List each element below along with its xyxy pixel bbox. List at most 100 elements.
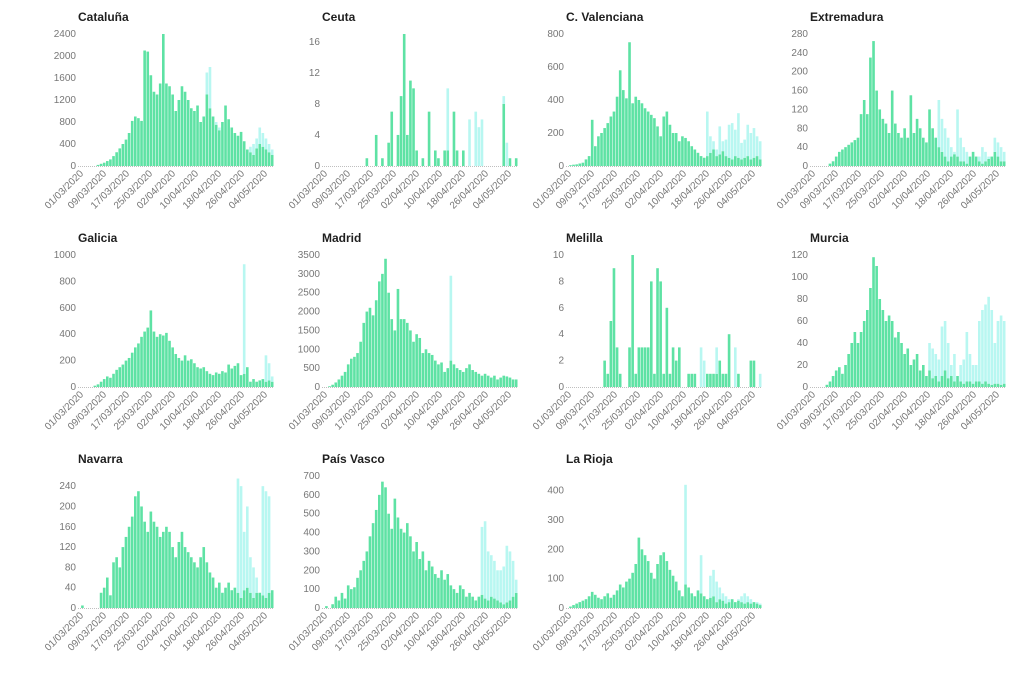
bar xyxy=(427,353,431,387)
bar xyxy=(665,111,669,166)
bar xyxy=(162,335,165,387)
bar xyxy=(118,367,122,387)
bar xyxy=(746,602,750,608)
bar xyxy=(340,375,344,387)
bar xyxy=(659,281,662,387)
bar xyxy=(381,273,384,387)
bar xyxy=(412,341,415,387)
bar xyxy=(418,558,422,608)
bar xyxy=(477,596,481,608)
bar-pending xyxy=(709,575,712,598)
y-tick-label: 200 xyxy=(59,501,76,512)
bar-pending xyxy=(712,569,715,597)
bar xyxy=(603,596,606,608)
bar xyxy=(183,547,187,608)
y-tick-label: 3500 xyxy=(298,250,321,261)
bar xyxy=(656,126,659,166)
bar xyxy=(974,156,978,166)
bar xyxy=(412,88,415,166)
bar-pending xyxy=(758,373,762,387)
bar xyxy=(743,603,746,608)
bar xyxy=(727,334,731,387)
bar xyxy=(331,384,334,387)
y-tick-label: 800 xyxy=(547,29,564,40)
bar xyxy=(752,360,756,387)
bar xyxy=(446,150,450,166)
bar xyxy=(646,111,650,166)
bar xyxy=(143,521,146,608)
bar xyxy=(987,383,990,387)
chart-panel-cataluna: Cataluña 0 400 800 1200 1600 2000 2400 01/03/202… xyxy=(43,10,320,230)
y-tick-label: 80 xyxy=(65,562,77,573)
bar xyxy=(859,332,863,387)
bar xyxy=(653,118,656,166)
bar xyxy=(115,369,118,387)
bar xyxy=(143,331,146,387)
bar xyxy=(474,600,478,608)
bar xyxy=(267,152,271,166)
bar xyxy=(606,123,610,166)
bar xyxy=(421,353,425,387)
bar xyxy=(171,347,174,387)
bar xyxy=(690,146,694,166)
bar xyxy=(737,600,740,608)
bar xyxy=(628,578,631,608)
bar xyxy=(628,42,631,166)
y-tick-label: 400 xyxy=(547,486,564,497)
bar-pending xyxy=(724,139,728,157)
bar xyxy=(412,551,415,608)
bar-pending xyxy=(931,348,934,379)
bar-pending xyxy=(267,496,271,593)
bar xyxy=(581,600,585,608)
bar xyxy=(727,157,731,166)
bar xyxy=(406,523,409,608)
bar xyxy=(458,370,462,387)
bar xyxy=(996,156,1000,166)
bar xyxy=(702,157,706,166)
bar-pending xyxy=(737,113,740,158)
bar xyxy=(946,161,950,166)
bar xyxy=(455,150,459,166)
bar-pending xyxy=(749,133,753,160)
bar-pending xyxy=(749,599,753,604)
bar xyxy=(706,156,709,166)
bar xyxy=(594,594,597,608)
bar-pending xyxy=(502,96,506,104)
bar-pending xyxy=(940,326,944,376)
bar xyxy=(603,128,606,166)
bar xyxy=(950,156,953,166)
y-tick-label: 100 xyxy=(547,574,564,585)
bar xyxy=(606,373,610,387)
bar-pending xyxy=(950,365,953,376)
chart-plot: 010020030040050060070001/03/202009/03/20… xyxy=(287,471,518,654)
y-tick-label: 200 xyxy=(547,128,564,139)
chart-panel-galicia: Galicia 0 200 400 600 800 1000 01/03/2020 09/03/… xyxy=(43,231,320,451)
bar xyxy=(609,321,613,387)
bar xyxy=(909,365,913,387)
bar xyxy=(572,605,575,608)
bar-pending xyxy=(270,149,274,155)
chart-title: Extremadura xyxy=(810,10,884,24)
bar xyxy=(931,378,934,387)
bar xyxy=(727,602,731,608)
bar xyxy=(696,152,700,166)
bar xyxy=(856,343,860,387)
bar xyxy=(971,151,975,166)
bar xyxy=(374,509,378,608)
bar xyxy=(946,378,950,387)
bar xyxy=(381,481,384,608)
bar xyxy=(115,152,118,166)
bar-pending xyxy=(737,599,740,601)
bar xyxy=(359,341,362,387)
bar-pending xyxy=(959,365,962,382)
bar xyxy=(881,310,885,387)
bar xyxy=(434,360,437,387)
bar xyxy=(940,376,944,387)
bar-pending xyxy=(959,137,962,162)
bar-pending xyxy=(246,506,249,588)
bar-pending xyxy=(968,354,972,382)
bar xyxy=(437,577,440,608)
bar xyxy=(734,156,737,166)
bar xyxy=(490,377,493,387)
y-tick-label: 3000 xyxy=(298,269,321,280)
